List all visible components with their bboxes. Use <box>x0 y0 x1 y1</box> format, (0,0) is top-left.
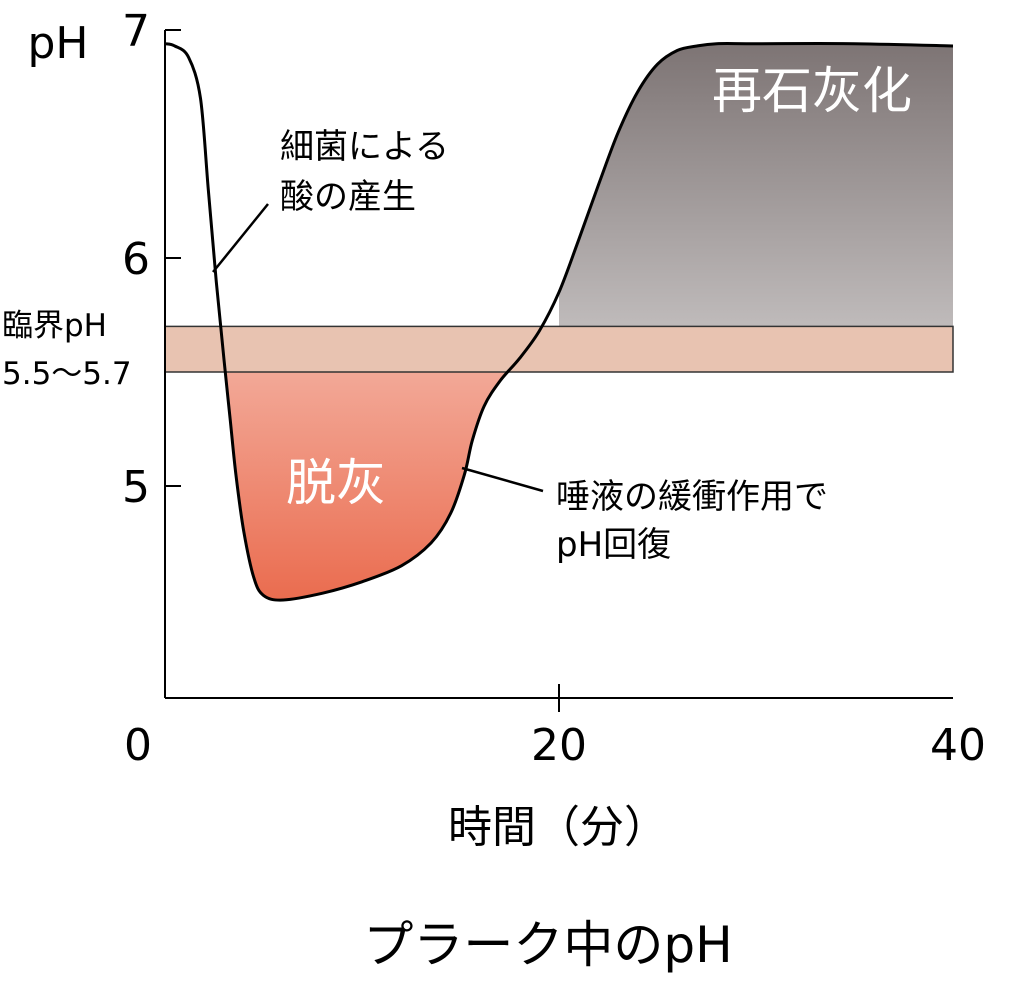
critical-ph-band <box>164 325 954 373</box>
y-tick-label: 5 <box>122 462 150 513</box>
ph-curve <box>164 42 954 602</box>
x-tick-label: 40 <box>930 720 986 771</box>
critical-ph-label: 臨界pH <box>2 308 107 344</box>
annotation-acid-line1: 細菌による <box>280 127 449 167</box>
critical-ph-range: 5.5〜5.7 <box>2 356 132 392</box>
y-tick-group: 7 6 5 <box>122 6 181 513</box>
annotation-leader-saliva <box>461 466 544 493</box>
y-tick-label: 6 <box>122 234 150 285</box>
x-tick-label: 20 <box>531 720 587 771</box>
annotation-acid-line2: 酸の産生 <box>280 177 416 217</box>
x-tick-group: 0 20 40 <box>124 684 986 771</box>
remineralization-label: 再石灰化 <box>712 62 912 120</box>
annotation-saliva-line1: 唾液の緩衝作用で <box>556 477 828 517</box>
chart-title: プラーク中のpH <box>363 916 732 974</box>
x-tick-label: 0 <box>124 720 152 771</box>
y-axis-label: pH <box>27 18 88 69</box>
demineralization-label: 脱灰 <box>286 454 386 512</box>
annotation-saliva-line2: pH回復 <box>556 525 671 565</box>
y-tick-label: 7 <box>122 6 150 57</box>
annotation-leader-acid <box>212 203 269 273</box>
remineralization-region <box>559 43 953 327</box>
demineralization-region <box>165 372 559 601</box>
x-axis-label: 時間（分） <box>448 802 668 853</box>
